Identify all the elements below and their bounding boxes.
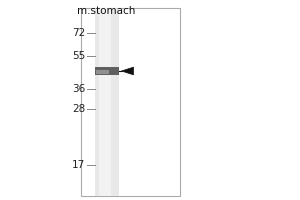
Polygon shape	[122, 67, 134, 75]
Bar	[96, 70, 109, 74]
Text: 36: 36	[72, 84, 86, 94]
Text: m.stomach: m.stomach	[77, 6, 136, 16]
Text: 72: 72	[72, 28, 86, 38]
Bar	[81, 8, 180, 196]
Text: 17: 17	[72, 160, 86, 170]
Bar	[94, 8, 118, 196]
Bar	[99, 8, 111, 196]
Text: 55: 55	[72, 51, 86, 61]
Text: 28: 28	[72, 104, 86, 114]
Bar	[94, 67, 118, 75]
